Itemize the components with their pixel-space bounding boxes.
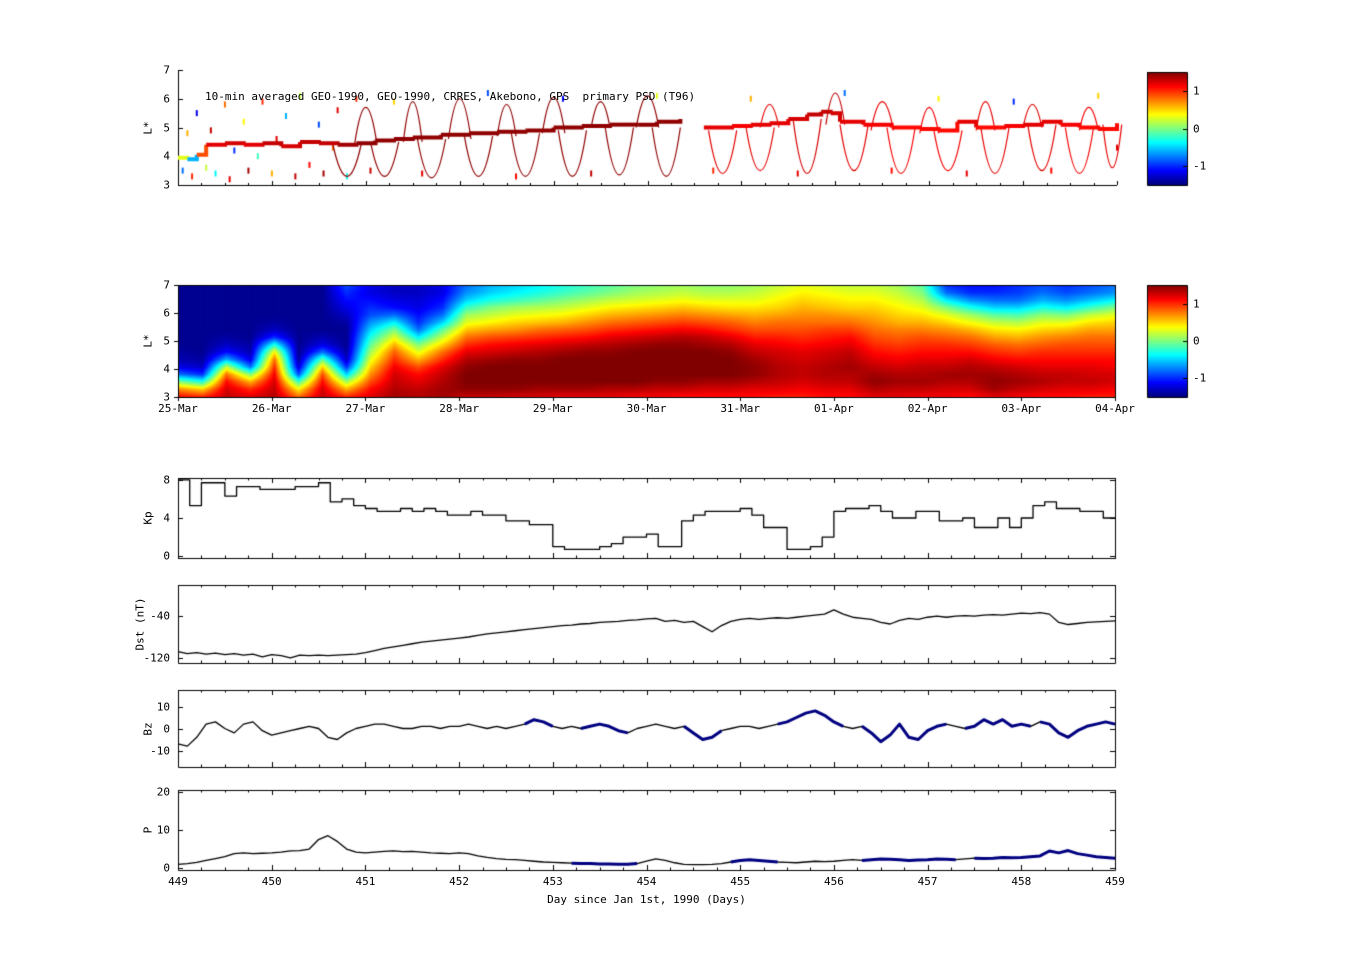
plot-canvas	[0, 0, 1351, 974]
figure: 10-min averaged GEO-1990, GEO-1990, CRRE…	[0, 0, 1351, 974]
